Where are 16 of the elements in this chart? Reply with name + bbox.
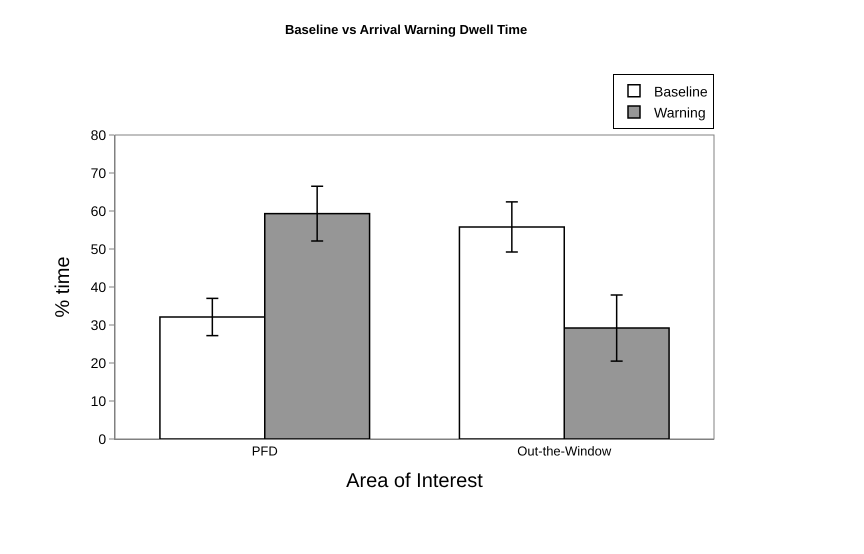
y-tick-label: 30 [90, 316, 106, 333]
legend-label: Baseline [654, 83, 708, 100]
x-tick-label: PFD [252, 444, 278, 459]
y-tick-label: 10 [90, 392, 106, 409]
y-tick-label: 80 [90, 126, 106, 143]
chart-title: Baseline vs Arrival Warning Dwell Time [284, 22, 528, 38]
y-axis-title: % time [52, 256, 74, 318]
y-tick-label: 0 [98, 430, 106, 447]
y-tick-label: 60 [90, 202, 106, 219]
x-tick-label: Out-the-Window [517, 444, 612, 459]
legend-label: Warning [654, 104, 706, 120]
y-tick-label: 20 [90, 354, 106, 371]
y-tick-label: 70 [90, 164, 106, 181]
x-axis-title: Area of Interest [346, 470, 484, 492]
y-tick-label: 50 [90, 240, 106, 257]
y-tick-label: 40 [90, 278, 106, 295]
